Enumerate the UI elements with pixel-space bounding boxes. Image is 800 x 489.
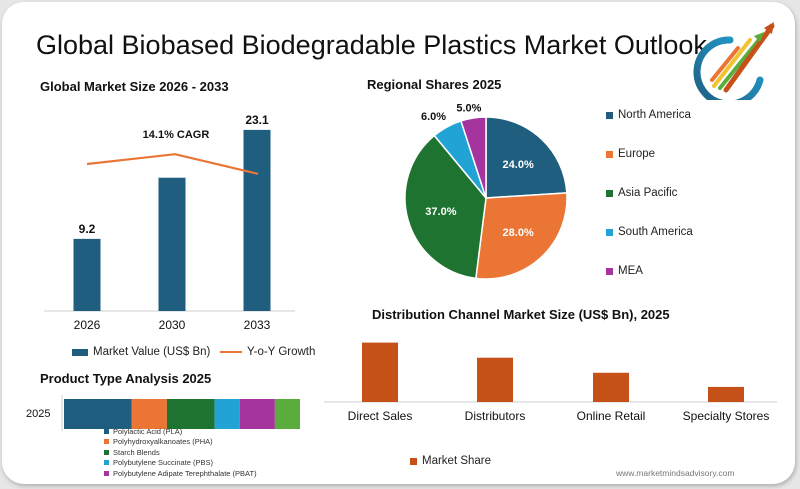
legend-yoy-growth: Y-o-Y Growth — [220, 346, 315, 358]
product-type-legend-item: Polybutylene Succinate (PBS) — [104, 458, 213, 467]
bar-value-label: 9.2 — [79, 222, 96, 236]
pie-legend-item: Europe — [606, 148, 655, 160]
product-type-legend-item: Polyhydroxyalkanoates (PHA) — [104, 437, 213, 446]
product-type-legend-item: Polybutylene Adipate Terephthalate (PBAT… — [104, 469, 257, 478]
pie-legend-swatch — [606, 150, 613, 158]
x-tick-label: Specialty Stores — [683, 409, 770, 423]
product-type-legend-label: Polyhydroxyalkanoates (PHA) — [113, 437, 213, 447]
product-type-legend-label: Polybutylene Succinate (PBS) — [113, 458, 214, 468]
pie-legend-swatch — [606, 267, 613, 275]
x-tick-label: 2033 — [244, 318, 271, 332]
product-type-category-label: 2025 — [26, 408, 51, 420]
legend-yoy-growth-label: Y-o-Y Growth — [247, 346, 316, 358]
product-type-legend-label: Polybutylene Adipate Terephthalate (PBAT… — [113, 468, 257, 478]
page-title: Global Biobased Biodegradable Plastics M… — [36, 30, 707, 60]
pie-slice-label: 5.0% — [456, 102, 481, 114]
product-type-segment — [239, 399, 275, 429]
product-type-legend-swatch — [104, 439, 109, 445]
pie-slice-label: 6.0% — [421, 111, 446, 123]
pie-slice — [475, 192, 568, 280]
distribution-bar — [477, 357, 513, 402]
pie-slice-label: 28.0% — [503, 227, 534, 239]
pie-legend-label: North America — [618, 109, 691, 121]
distribution-title: Distribution Channel Market Size (US$ Bn… — [372, 307, 670, 322]
market-size-chart: 9.2 2026 2030 23.1 2033 14.1% CAGR — [44, 113, 295, 332]
pie-legend-label: MEA — [618, 265, 643, 277]
product-type-legend-swatch — [104, 460, 109, 466]
product-type-chart — [61, 395, 300, 431]
product-type-segment — [131, 399, 167, 429]
pie-slice-label: 37.0% — [425, 206, 456, 218]
distribution-bar — [362, 342, 398, 402]
pie-legend-swatch — [606, 111, 613, 119]
market-size-title: Global Market Size 2026 - 2033 — [40, 79, 229, 94]
pie-slice — [404, 134, 487, 280]
product-type-segment — [64, 399, 132, 429]
product-type-title: Product Type Analysis 2025 — [40, 371, 212, 386]
legend-market-value-swatch — [72, 348, 88, 356]
x-tick-label: Distributors — [465, 409, 526, 423]
bar-value-label: 23.1 — [245, 113, 269, 127]
logo-icon — [693, 22, 775, 100]
pie-legend-item: Asia Pacific — [606, 187, 677, 199]
cagr-annotation: 14.1% CAGR — [143, 129, 210, 141]
legend-market-value: Market Value (US$ Bn) — [72, 346, 210, 358]
legend-yoy-growth-swatch — [220, 351, 242, 353]
product-type-legend-label: Starch Blends — [113, 447, 160, 457]
pie-legend-item: North America — [606, 109, 691, 121]
pie-legend-swatch — [606, 189, 613, 197]
distribution-chart: Direct Sales Distributors Online Retail Spe… — [324, 342, 777, 423]
yoy-growth-line — [86, 153, 259, 175]
legend-market-value-label: Market Value (US$ Bn) — [93, 346, 211, 358]
distribution-bar — [708, 386, 744, 402]
legend-market-share: Market Share — [410, 455, 491, 467]
pie-legend-swatch — [606, 228, 613, 236]
pie-legend-label: South America — [618, 226, 693, 238]
pie-slice — [460, 116, 487, 199]
distribution-bar — [593, 372, 629, 402]
pie-legend-label: Asia Pacific — [618, 187, 678, 199]
market-value-bar — [158, 177, 186, 311]
market-value-bar — [73, 238, 101, 311]
legend-market-share-swatch — [410, 457, 417, 465]
product-type-segment — [214, 399, 240, 429]
product-type-legend-swatch — [104, 429, 109, 434]
market-value-bar — [243, 129, 271, 311]
product-type-segment — [274, 399, 300, 429]
product-type-legend-swatch — [104, 470, 109, 476]
pie-legend-label: Europe — [618, 148, 656, 160]
pie-slice — [485, 116, 568, 199]
x-tick-label: 2026 — [74, 318, 101, 332]
legend-market-share-label: Market Share — [422, 455, 492, 467]
footer-url: www.marketmindsadvisory.com — [616, 468, 735, 478]
pie-legend-item: South America — [606, 226, 693, 238]
regional-pie-chart: 24.0% 28.0% 37.0% 6.0% 5.0% — [404, 102, 568, 280]
pie-slice-label: 24.0% — [503, 159, 534, 171]
pie-legend-item: MEA — [606, 265, 643, 277]
product-type-legend-swatch — [104, 449, 109, 455]
x-tick-label: 2030 — [159, 318, 186, 332]
product-type-legend-item: Polylactic Acid (PLA) — [104, 427, 182, 436]
product-type-legend-label: Polylactic Acid (PLA) — [113, 427, 183, 436]
x-tick-label: Direct Sales — [348, 409, 413, 423]
product-type-segment — [166, 399, 215, 429]
regional-shares-title: Regional Shares 2025 — [367, 77, 502, 92]
product-type-legend-item: Starch Blends — [104, 448, 160, 457]
x-tick-label: Online Retail — [577, 409, 646, 423]
